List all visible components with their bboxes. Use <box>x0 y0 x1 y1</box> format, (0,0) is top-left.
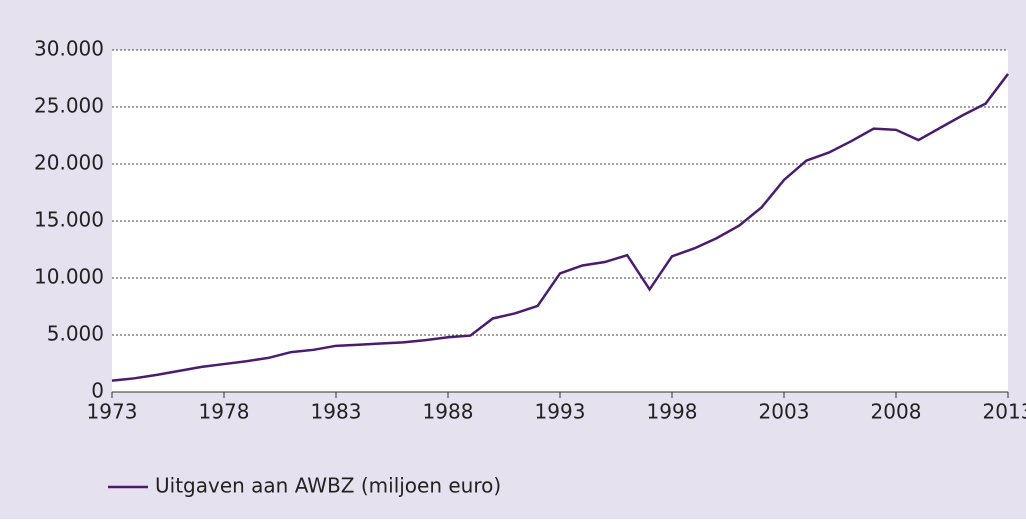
y-tick-label: 20.000 <box>34 151 104 175</box>
y-tick-label: 10.000 <box>34 265 104 289</box>
x-tick-label: 1998 <box>647 400 698 424</box>
legend-label: Uitgaven aan AWBZ (miljoen euro) <box>155 474 501 498</box>
x-tick-label: 2003 <box>759 400 810 424</box>
y-tick-label: 25.000 <box>34 94 104 118</box>
x-tick-label: 1993 <box>535 400 586 424</box>
y-tick-label: 30.000 <box>34 37 104 61</box>
y-tick-label: 5.000 <box>47 322 104 346</box>
line-series <box>111 73 1009 382</box>
x-tick-label: 2008 <box>871 400 922 424</box>
y-tick-label: 15.000 <box>34 208 104 232</box>
y-tick-label: 0 <box>91 379 104 403</box>
x-tick-label: 1973 <box>87 400 138 424</box>
x-tick-label: 1983 <box>311 400 362 424</box>
x-tick-label: 1988 <box>423 400 474 424</box>
x-tick-label: 1978 <box>199 400 250 424</box>
x-tick-label: 2013 <box>983 400 1026 424</box>
